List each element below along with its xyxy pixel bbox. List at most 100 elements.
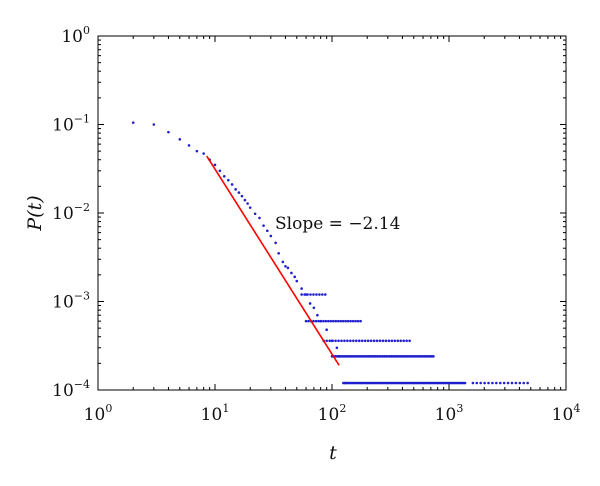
data-point	[349, 339, 352, 343]
tick-labels: 100 101 102 103 104 100 10−1 10−2 10−3 10−4	[52, 24, 580, 425]
data-point	[329, 319, 333, 323]
data-point	[222, 174, 226, 178]
data-point	[390, 339, 394, 343]
data-point	[331, 339, 334, 343]
data-points	[131, 121, 529, 385]
data-point	[230, 183, 234, 186]
data-point	[487, 381, 490, 385]
data-point	[237, 191, 241, 194]
data-point	[327, 319, 330, 323]
data-point	[324, 293, 327, 296]
data-point	[522, 381, 526, 385]
data-point	[514, 381, 518, 385]
data-point	[510, 381, 514, 385]
data-point	[248, 206, 252, 209]
data-point	[351, 319, 355, 323]
data-point	[274, 241, 277, 245]
data-point	[378, 339, 382, 343]
data-point	[324, 319, 328, 323]
data-point	[253, 212, 257, 216]
data-point	[321, 293, 324, 296]
x-tick-label: 102	[318, 402, 347, 425]
data-point	[315, 293, 318, 296]
data-point	[293, 275, 297, 279]
x-tick-label: 103	[435, 402, 464, 425]
data-point	[307, 319, 310, 323]
data-point	[314, 319, 318, 323]
plot-frame	[97, 35, 567, 391]
data-point	[375, 339, 379, 343]
data-point	[402, 339, 405, 343]
y-tick-label: 10−4	[52, 378, 90, 401]
data-point	[506, 381, 510, 385]
data-point	[277, 252, 280, 255]
data-point	[316, 313, 319, 317]
y-tick-label: 100	[61, 24, 90, 47]
data-point	[281, 260, 285, 264]
data-point	[284, 264, 287, 268]
data-point	[396, 339, 400, 343]
data-point	[167, 130, 170, 134]
data-point	[344, 319, 348, 323]
data-point	[381, 339, 385, 343]
x-axis-label: t	[329, 442, 337, 464]
data-point	[319, 319, 323, 323]
data-point	[213, 163, 217, 167]
data-point	[332, 319, 335, 323]
y-tick-label: 10−3	[52, 290, 90, 313]
data-point	[363, 339, 367, 343]
data-point	[312, 293, 315, 296]
data-point	[262, 224, 265, 227]
data-point	[187, 144, 191, 147]
data-point	[195, 149, 199, 153]
y-tick-label: 10−2	[52, 201, 90, 224]
data-point	[369, 339, 373, 343]
data-point	[357, 339, 361, 343]
axis-ticks	[97, 35, 567, 391]
data-point	[243, 198, 247, 202]
data-point	[475, 381, 479, 385]
data-point	[502, 381, 506, 385]
data-point	[518, 381, 522, 385]
data-point	[387, 339, 391, 343]
data-point	[359, 319, 362, 323]
slope-annotation: Slope = −2.14	[275, 214, 400, 234]
data-point	[131, 121, 135, 124]
data-point	[303, 293, 306, 296]
data-point	[352, 339, 355, 343]
data-point	[360, 339, 364, 343]
data-point	[393, 339, 397, 343]
data-point	[336, 319, 340, 323]
data-point	[479, 381, 483, 385]
data-point	[318, 293, 321, 296]
data-point	[312, 306, 316, 310]
data-point	[325, 339, 329, 343]
data-point	[483, 381, 486, 385]
data-point	[498, 381, 502, 385]
data-point	[218, 169, 222, 173]
data-point	[295, 279, 299, 283]
data-point	[304, 319, 308, 323]
data-point	[334, 319, 338, 323]
data-point	[491, 381, 494, 385]
y-axis-label: P(t)	[24, 195, 46, 231]
data-point	[334, 339, 337, 343]
data-point	[346, 339, 349, 343]
data-point	[300, 287, 303, 290]
data-point	[178, 138, 182, 141]
data-point	[152, 123, 156, 126]
data-point	[343, 339, 346, 343]
data-point	[340, 339, 343, 343]
data-point	[354, 319, 357, 323]
data-point	[202, 152, 205, 155]
data-point	[308, 302, 312, 305]
data-point	[346, 319, 350, 323]
data-point	[328, 339, 331, 343]
data-point	[405, 339, 408, 343]
x-tick-label: 100	[84, 402, 113, 425]
data-point	[240, 194, 244, 198]
x-tick-label: 101	[201, 402, 230, 425]
data-point	[312, 319, 315, 323]
data-point	[335, 346, 339, 350]
